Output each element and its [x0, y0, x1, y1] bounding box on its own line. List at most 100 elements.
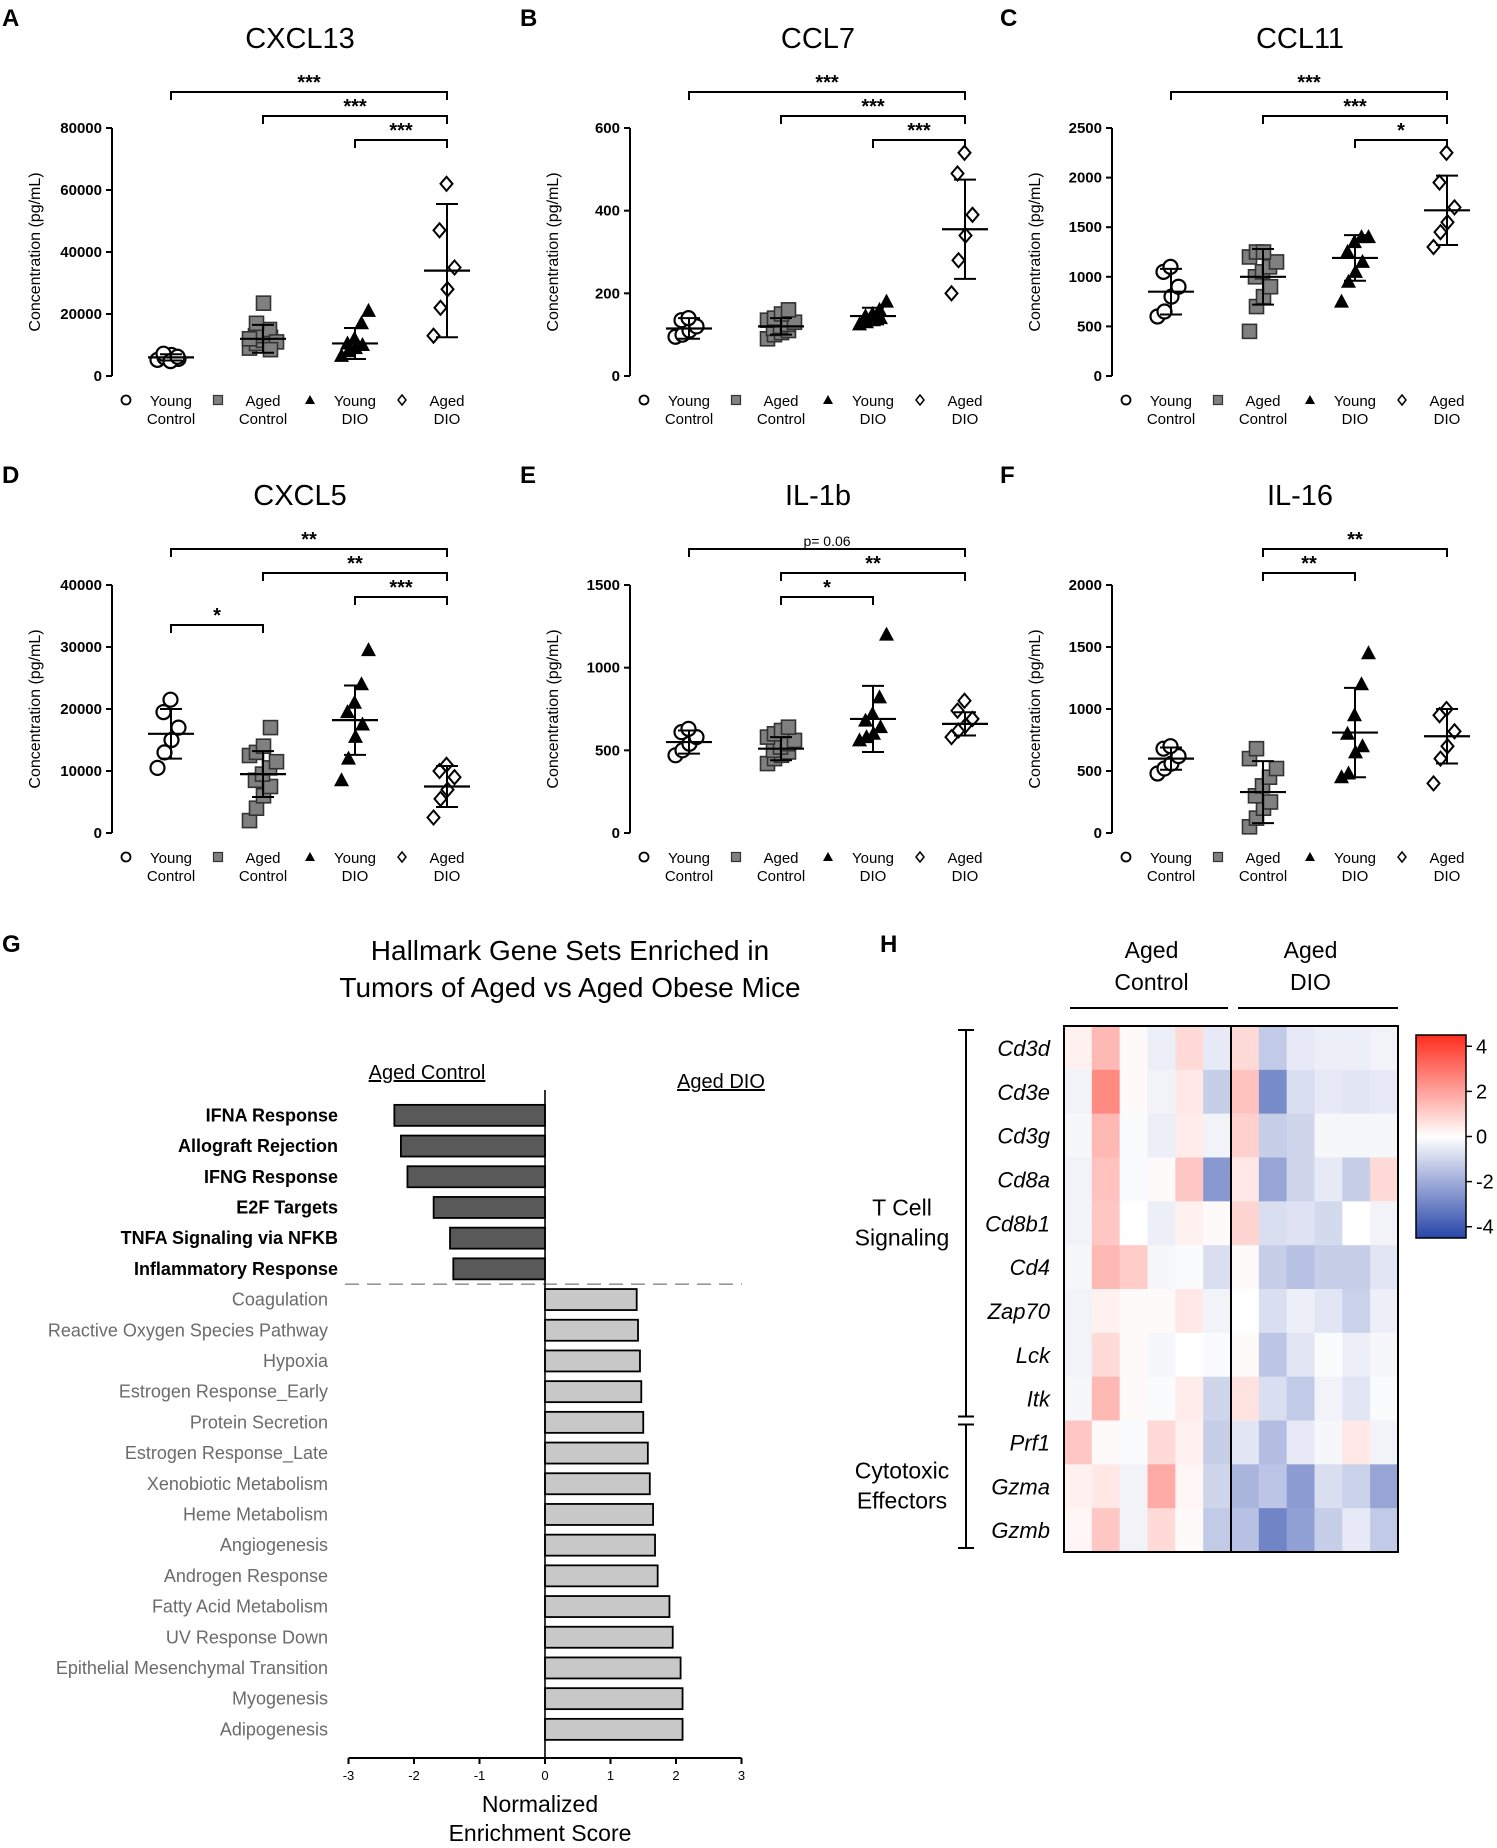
heatmap-cell — [1147, 1464, 1176, 1509]
legend-label: Control — [1147, 411, 1195, 428]
bar-category-label: Inflammatory Response — [134, 1259, 338, 1279]
heatmap-cell — [1091, 1245, 1121, 1290]
legend-label: Young — [1150, 393, 1192, 410]
legend-label: Control — [147, 411, 195, 428]
colorbar-tick-label: 4 — [1476, 1036, 1487, 1058]
heatmap-cell — [1091, 1508, 1121, 1553]
heatmap-cell — [1286, 1113, 1315, 1158]
bar — [452, 1257, 546, 1281]
bar-category-label: Epithelial Mesenchymal Transition — [56, 1658, 328, 1678]
heatmap-cell — [1314, 1464, 1343, 1509]
legend-marker — [638, 851, 650, 863]
heatmap-cell — [1314, 1201, 1343, 1246]
heatmap-cell — [1147, 1508, 1176, 1553]
heatmap-cell — [1175, 1464, 1204, 1509]
chart-title: IL-16 — [1267, 480, 1333, 512]
heatmap-cell — [1091, 1289, 1121, 1334]
panel-letter-h: H — [880, 931, 897, 958]
heatmap-col-group-label: Aged — [1284, 937, 1338, 963]
legend-marker — [305, 852, 315, 861]
heatmap-cell — [1064, 1026, 1093, 1071]
heatmap-cell — [1203, 1113, 1232, 1158]
y-tick-label: 40000 — [60, 244, 102, 261]
heatmap-cell — [1258, 1245, 1288, 1290]
data-point — [361, 642, 376, 657]
y-tick-label: 600 — [595, 120, 620, 137]
bar — [544, 1687, 684, 1711]
heatmap-cell — [1286, 1289, 1315, 1334]
heatmap-row-label: Prf1 — [1010, 1430, 1050, 1455]
significance-label: *** — [297, 72, 321, 94]
heatmap-cell — [1342, 1157, 1371, 1202]
legend-label: DIO — [860, 411, 887, 428]
data-point — [1262, 278, 1279, 295]
significance-label: *** — [1297, 72, 1321, 94]
data-point — [786, 732, 803, 749]
data-point — [426, 808, 441, 827]
legend-marker — [1305, 395, 1315, 404]
heatmap-cell — [1119, 1113, 1148, 1158]
bar-category-label: Fatty Acid Metabolism — [152, 1597, 328, 1617]
colorbar-tick-label: 0 — [1476, 1127, 1487, 1149]
x-axis-label: Normalized — [482, 1791, 598, 1817]
heatmap-cell — [1175, 1113, 1204, 1158]
data-point — [248, 315, 265, 332]
heatmap-cell — [1286, 1157, 1315, 1202]
legend-label: Young — [150, 393, 192, 410]
data-point — [950, 702, 965, 720]
legend-marker — [1305, 852, 1315, 861]
heatmap-cell — [1314, 1508, 1343, 1553]
data-point — [950, 164, 965, 183]
legend-marker — [120, 394, 132, 406]
legend-label: Control — [757, 411, 805, 428]
data-point — [1433, 223, 1448, 241]
heatmap-cell — [1064, 1069, 1093, 1115]
y-axis-label: Concentration (pg/mL) — [1027, 629, 1044, 788]
bar — [399, 1134, 546, 1158]
legend-label: Aged — [245, 850, 280, 867]
y-tick-label: 0 — [612, 825, 620, 842]
heatmap-cell — [1175, 1157, 1204, 1202]
data-point — [447, 768, 462, 786]
heatmap-cell — [1175, 1201, 1204, 1246]
panel-letter-e: E — [520, 462, 536, 489]
chart-title: CXCL5 — [253, 480, 347, 512]
legend-marker — [120, 851, 132, 863]
y-tick-label: 30000 — [60, 639, 102, 656]
legend-label: DIO — [1342, 868, 1369, 885]
bar-category-label: Myogenesis — [232, 1689, 328, 1709]
legend-label: DIO — [1434, 411, 1461, 428]
heatmap-cell — [1286, 1201, 1315, 1246]
data-point — [1447, 722, 1462, 740]
significance-label: ** — [347, 553, 363, 575]
significance-label: ** — [865, 553, 881, 575]
bar-category-label: Androgen Response — [164, 1566, 328, 1586]
significance-label: ** — [1301, 553, 1317, 575]
heatmap-cell — [1175, 1508, 1204, 1553]
legend-label: Young — [852, 393, 894, 410]
data-point — [447, 258, 462, 277]
data-point — [334, 772, 349, 787]
y-tick-label: 500 — [1077, 763, 1102, 780]
panel-letters: A B C D E F G H — [2, 5, 1017, 958]
data-point — [1361, 645, 1376, 660]
heatmap-cell — [1231, 1508, 1260, 1553]
y-axis-label: Concentration (pg/mL) — [27, 629, 44, 788]
bar-category-label: Estrogen Response_Early — [119, 1382, 328, 1403]
legend-label: DIO — [342, 411, 369, 428]
heatmap-row-label: Zap70 — [987, 1299, 1051, 1324]
heatmap-cell — [1258, 1289, 1288, 1334]
heatmap-cell — [1286, 1376, 1315, 1421]
heatmap-cell — [1147, 1332, 1176, 1378]
heatmap-cell — [1064, 1113, 1093, 1158]
heatmap-cell — [1370, 1464, 1399, 1509]
panel-letter-c: C — [1000, 5, 1017, 32]
